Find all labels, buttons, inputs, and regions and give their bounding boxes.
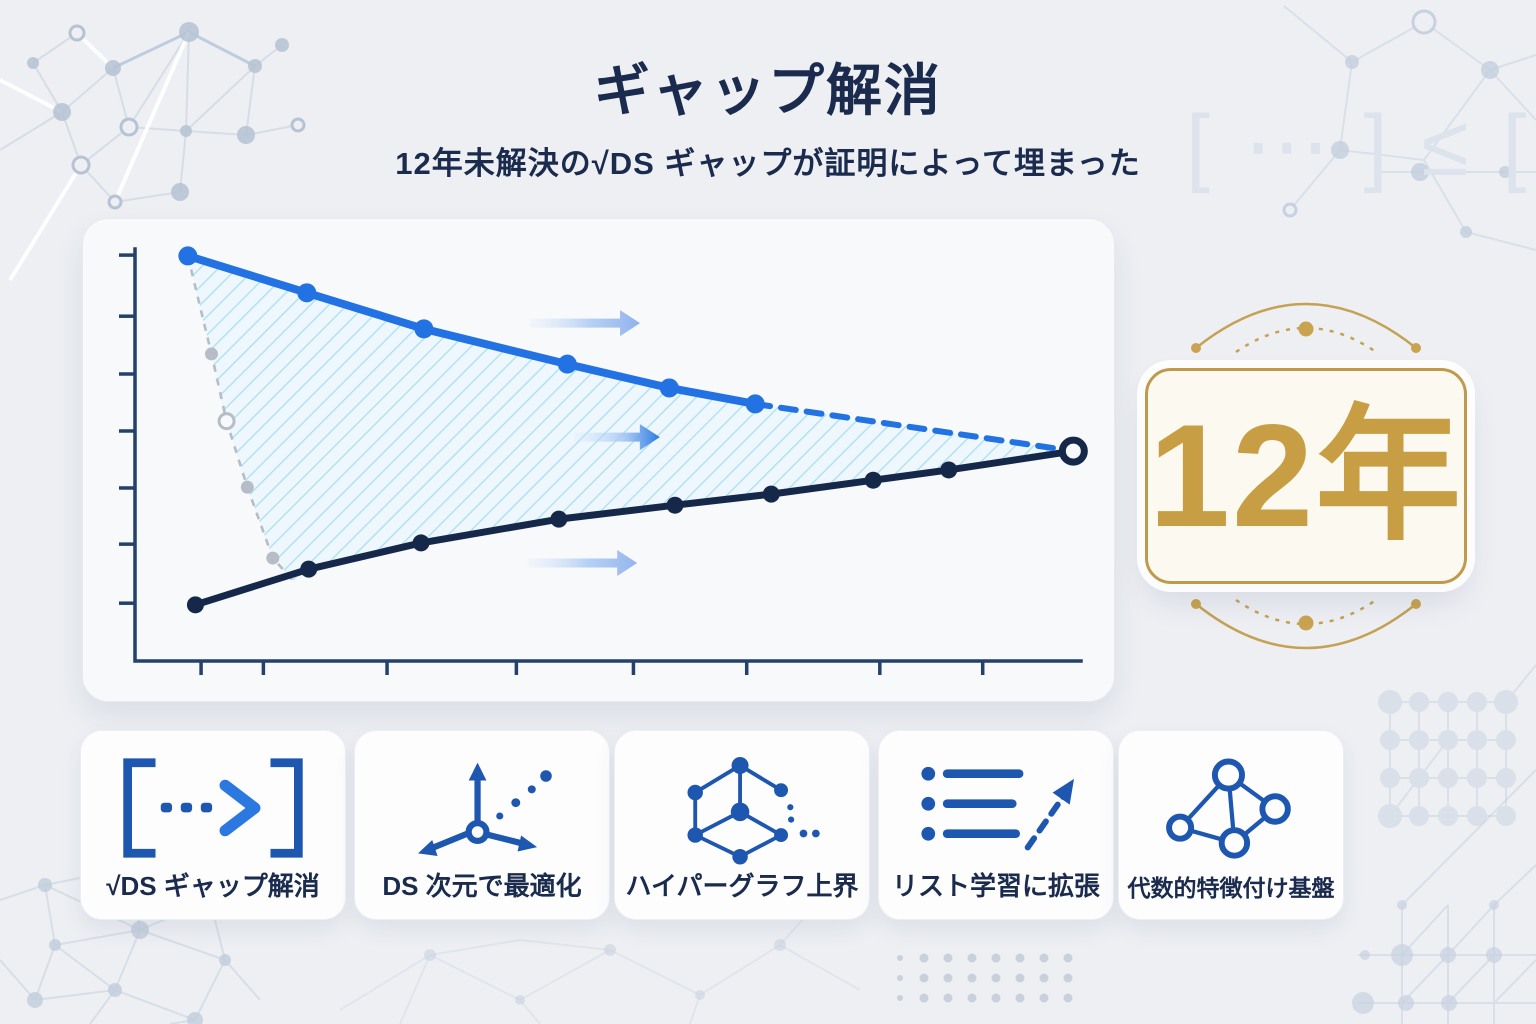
page-title: ギャップ解消 [594,59,942,122]
lattice-grid-decoration [1378,664,1536,828]
convergence-chart-card [82,218,1115,702]
badge-decorative-arcs [1191,302,1421,650]
feature-card-label: ハイパーグラフ上界 [625,871,859,901]
hypergraph-icon [650,749,834,866]
feature-card-list-learning: リスト学習に拡張 [878,730,1114,920]
feature-card-gap-resolved: √DS ギャップ解消 [80,730,346,920]
years-badge-value: 12年 [1148,394,1464,557]
feature-card-label: DS 次元で最適化 [382,871,582,901]
bracket-arrow-icon [106,749,320,866]
dot-grid-decoration [897,953,1073,1003]
convergence-chart [119,246,1088,675]
feature-card-hypergraph: ハイパーグラフ上界 [614,730,870,920]
feature-card-algebraic: 代数的特徴付け基盤 [1118,730,1344,920]
network-graph-icon [1145,749,1317,869]
feature-card-label: リスト学習に拡張 [891,871,1100,901]
years-badge: 12年 [1145,368,1467,584]
inequality-formula-decoration: [ ⋯ ] ≤ [ [1186,98,1532,194]
feature-card-label: 代数的特徴付け基盤 [1127,875,1335,901]
network-top-right [1283,5,1536,251]
list-expand-icon [906,749,1086,866]
feature-card-label: √DS ギャップ解消 [106,871,320,901]
feature-card-ds-dimension: DS 次元で最適化 [354,730,610,920]
axes-3d-icon [392,749,572,866]
page-subtitle: 12年未解決の√DS ギャップが証明によって埋まった [395,146,1141,181]
